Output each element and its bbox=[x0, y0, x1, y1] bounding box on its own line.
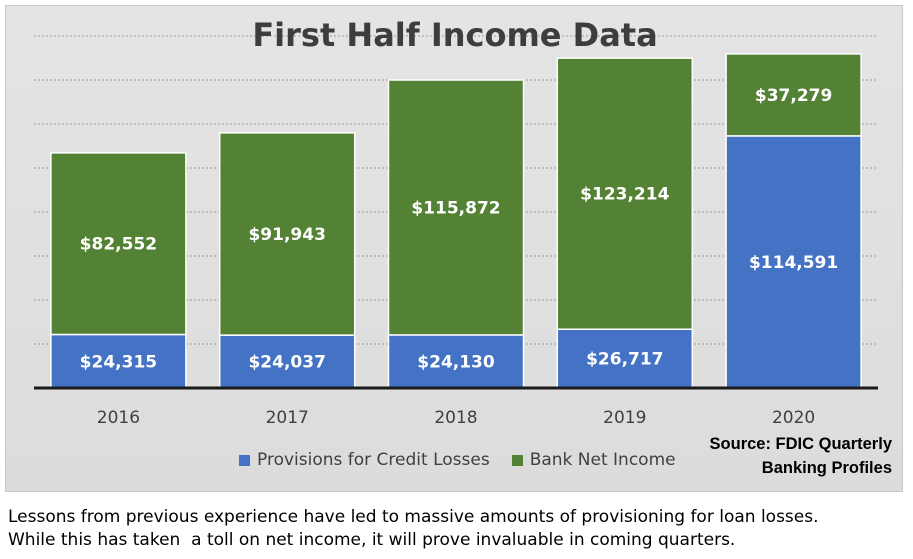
stacked-bar-chart: $24,315 $82,552 2016 $24,037 $91,943 2017 $24,… bbox=[34, 35, 878, 428]
legend-swatch-provisions bbox=[239, 454, 250, 466]
data-label: $82,552 bbox=[80, 235, 157, 255]
legend-label-provisions: Provisions for Credit Losses bbox=[257, 450, 490, 470]
x-tick-label: 2018 bbox=[434, 408, 477, 428]
bar-segment-net-income-2018 bbox=[387, 79, 525, 336]
data-label: $26,717 bbox=[586, 350, 663, 370]
data-label: $24,130 bbox=[417, 352, 495, 372]
data-label: $115,872 bbox=[411, 198, 500, 218]
legend: Provisions for Credit Losses Bank Net In… bbox=[239, 450, 676, 470]
bar-segment-provisions-2019 bbox=[556, 328, 694, 389]
data-label: $37,279 bbox=[755, 86, 832, 106]
data-label: $91,943 bbox=[248, 225, 325, 245]
bar-segment-provisions-2017 bbox=[218, 334, 356, 389]
source-line-2: Banking Profiles bbox=[761, 459, 892, 477]
legend-swatch-net-income bbox=[511, 454, 523, 466]
chart-panel: $24,315 $82,552 2016 $24,037 $91,943 2017 $24,… bbox=[5, 5, 903, 492]
caption-line-2: While this has taken a toll on net incom… bbox=[8, 530, 736, 550]
source-line-1: Source: FDIC Quarterly bbox=[709, 435, 892, 453]
legend-item-provisions: Provisions for Credit Losses bbox=[239, 450, 490, 470]
source-note: Source: FDIC Quarterly Banking Profiles bbox=[710, 432, 892, 480]
legend-item-net-income: Bank Net Income bbox=[511, 450, 676, 470]
x-tick-label: 2016 bbox=[97, 408, 140, 428]
data-label: $24,315 bbox=[80, 352, 157, 372]
x-tick-label: 2020 bbox=[772, 408, 815, 428]
x-tick-label: 2017 bbox=[266, 408, 309, 428]
bar-segment-provisions-2020 bbox=[725, 135, 862, 389]
bar-segment-net-income-2019 bbox=[556, 57, 694, 330]
legend-label-net-income: Bank Net Income bbox=[529, 450, 676, 470]
bar-segment-net-income-2017 bbox=[218, 132, 356, 336]
caption: Lessons from previous experience have le… bbox=[8, 506, 908, 552]
caption-line-1: Lessons from previous experience have le… bbox=[8, 507, 819, 527]
data-label: $123,214 bbox=[580, 185, 669, 205]
chart-title: First Half Income Data bbox=[252, 16, 658, 54]
bar-segment-provisions-2018 bbox=[387, 334, 525, 389]
bar-segment-net-income-2016 bbox=[50, 152, 187, 336]
data-label: $24,037 bbox=[248, 353, 325, 373]
data-label: $114,591 bbox=[749, 253, 838, 273]
bar-segment-net-income-2020 bbox=[725, 53, 862, 137]
bar-segment-provisions-2016 bbox=[50, 333, 187, 389]
x-tick-label: 2019 bbox=[603, 408, 646, 428]
